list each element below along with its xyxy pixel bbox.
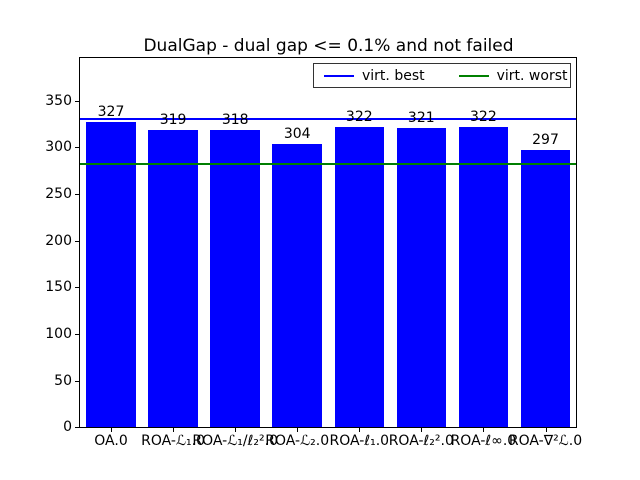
y-tick-mark [75, 147, 79, 149]
x-tick-label: ROA-ℓ∞.0 [450, 433, 517, 449]
x-tick-label: ROA-ℒ₁.0 [141, 433, 206, 449]
bar [334, 126, 385, 428]
bar-value-label: 297 [532, 132, 559, 148]
y-tick-mark [75, 287, 79, 289]
x-tick-mark [545, 428, 547, 432]
bar [520, 150, 571, 428]
y-tick-mark [75, 100, 79, 102]
reference-line-virt-best [80, 118, 577, 121]
x-tick-label: OA.0 [94, 433, 128, 449]
y-tick-label: 0 [63, 419, 72, 436]
virt-worst-line-swatch [458, 74, 489, 77]
y-tick-label: 250 [45, 185, 72, 202]
y-tick-label: 350 [45, 92, 72, 109]
chart-title: DualGap - dual gap <= 0.1% and not faile… [143, 36, 514, 56]
y-tick-label: 200 [45, 232, 72, 249]
bar [210, 130, 260, 428]
y-tick-mark [75, 193, 79, 195]
legend: virt. best virt. worst [313, 63, 571, 88]
bar-value-label: 327 [97, 104, 125, 120]
x-tick-label: ROA-∇²ℒ.0 [508, 433, 583, 449]
x-tick-label: ROA-ℓ₂².0 [388, 433, 454, 449]
x-tick-mark [359, 428, 361, 432]
legend-item-virt-best: virt. best [324, 68, 425, 84]
x-tick-label: ROA-ℒ₂.0 [265, 433, 330, 449]
y-tick-label: 100 [45, 325, 72, 342]
y-tick-mark [75, 333, 79, 335]
y-tick-label: 150 [45, 279, 72, 296]
bar-value-label: 304 [283, 125, 311, 142]
bar-value-label: 319 [159, 111, 187, 128]
x-tick-mark [483, 428, 485, 432]
y-tick-label: 50 [54, 372, 72, 389]
bar [458, 126, 509, 428]
y-tick-mark [75, 240, 79, 242]
x-tick-mark [297, 428, 299, 432]
bar-value-label: 318 [221, 112, 249, 129]
legend-item-virt-worst: virt. worst [458, 67, 568, 84]
x-tick-mark [421, 428, 423, 432]
y-tick-mark [75, 380, 79, 382]
bar [396, 127, 447, 428]
reference-line-virt-worst [80, 163, 577, 165]
bar [272, 143, 323, 428]
bar-value-label: 322 [345, 108, 373, 125]
x-tick-mark [111, 428, 112, 432]
x-tick-mark [173, 428, 175, 432]
x-tick-mark [235, 428, 237, 432]
x-tick-label: ROA-ℓ₁.0 [329, 433, 390, 449]
bar [148, 129, 198, 428]
y-tick-label: 300 [45, 139, 72, 156]
y-tick-mark [75, 427, 79, 429]
legend-label-virt-worst: virt. worst [496, 67, 568, 84]
legend-label-virt-best: virt. best [362, 67, 425, 84]
bar-value-label: 321 [407, 109, 435, 126]
bar-value-label: 322 [470, 108, 497, 125]
x-tick-label: ROA-ℒ₁/ℓ₂².0 [192, 433, 278, 449]
bar [86, 122, 136, 428]
virt-best-line-swatch [324, 74, 354, 77]
